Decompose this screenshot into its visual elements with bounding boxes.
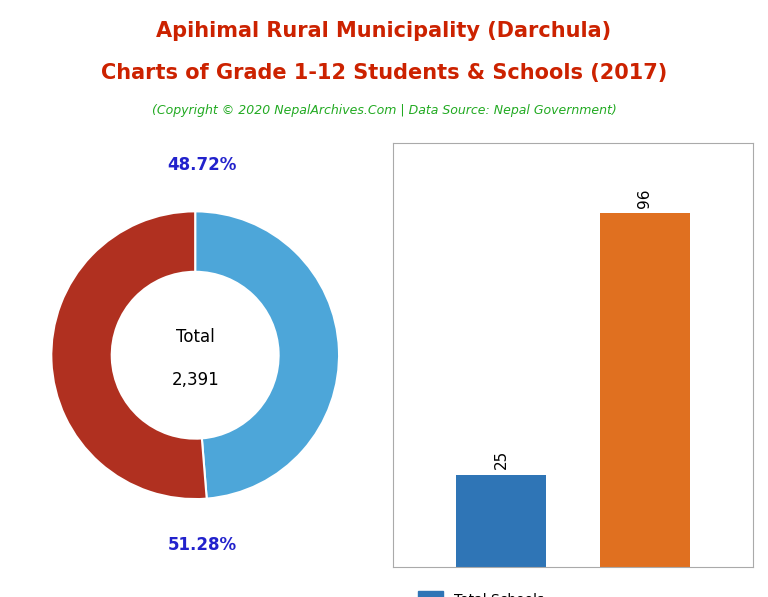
Legend: Total Schools, Students per School: Total Schools, Students per School xyxy=(418,591,594,597)
Text: 96: 96 xyxy=(637,188,652,208)
Wedge shape xyxy=(51,211,207,499)
Text: (Copyright © 2020 NepalArchives.Com | Data Source: Nepal Government): (Copyright © 2020 NepalArchives.Com | Da… xyxy=(151,104,617,118)
Text: Charts of Grade 1-12 Students & Schools (2017): Charts of Grade 1-12 Students & Schools … xyxy=(101,63,667,83)
Text: 2,391: 2,391 xyxy=(171,371,219,389)
Text: 25: 25 xyxy=(493,450,508,469)
Text: Apihimal Rural Municipality (Darchula): Apihimal Rural Municipality (Darchula) xyxy=(157,21,611,41)
Text: Total: Total xyxy=(176,328,214,346)
Bar xyxy=(456,475,546,567)
Bar xyxy=(600,213,690,567)
Wedge shape xyxy=(195,211,339,498)
Text: 48.72%: 48.72% xyxy=(167,156,237,174)
Text: 51.28%: 51.28% xyxy=(168,536,237,554)
